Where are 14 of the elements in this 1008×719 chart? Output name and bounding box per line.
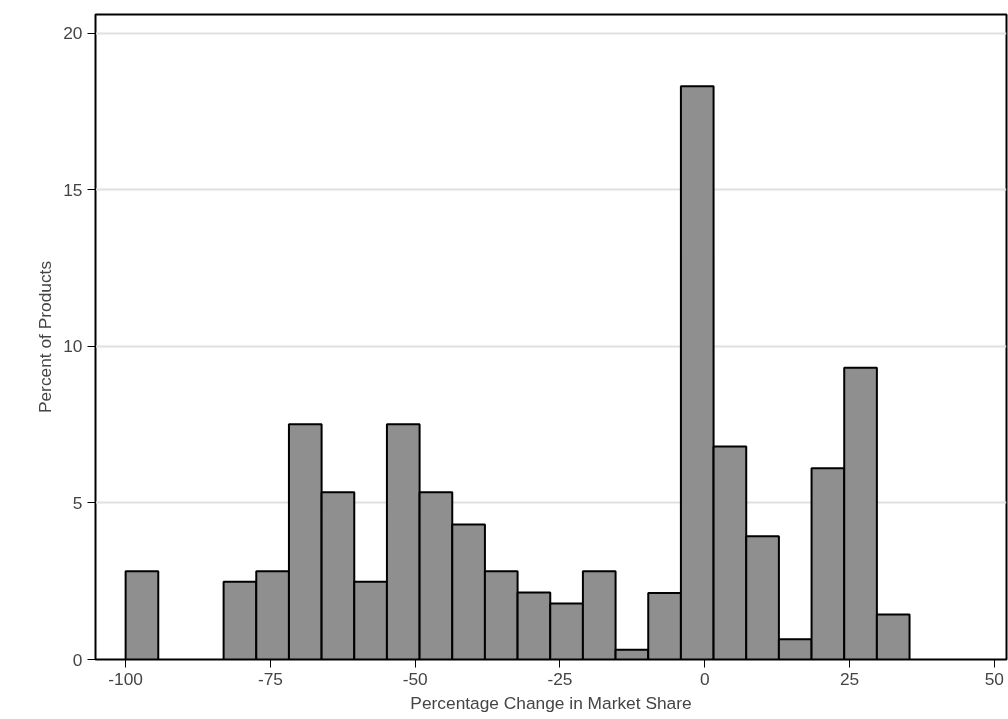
y-tick-label: 5 [72, 492, 83, 513]
x-tick-label: 0 [699, 668, 710, 689]
y-tick-label: 20 [63, 23, 83, 44]
y-tick-label: 10 [63, 336, 83, 357]
x-tick-label: -75 [257, 668, 283, 689]
x-tick-label: -50 [402, 668, 428, 689]
y-tick-label: 0 [72, 649, 83, 670]
y-axis-title: Percent of Products [35, 260, 56, 414]
x-tick-label: -100 [108, 668, 143, 689]
y-tick-label: 15 [63, 179, 83, 200]
x-tick-label: 50 [984, 668, 1004, 689]
x-axis-title: Percentage Change in Market Share [410, 692, 692, 713]
x-tick-label: 25 [839, 668, 860, 689]
x-tick-label: -25 [547, 668, 573, 689]
